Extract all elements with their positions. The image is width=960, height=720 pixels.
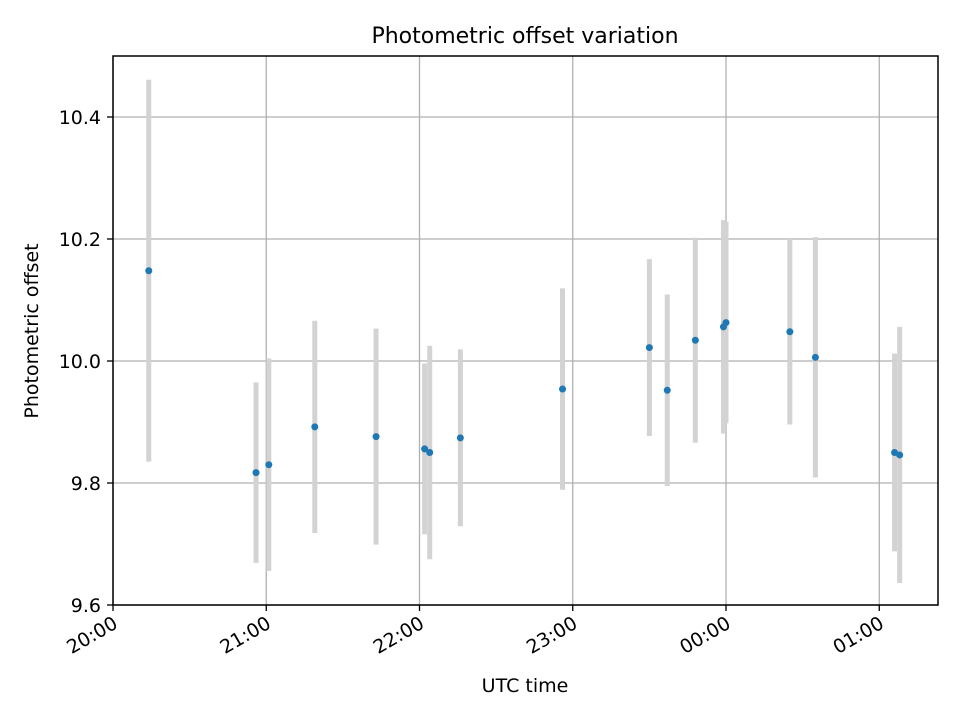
- y-axis-label: Photometric offset: [21, 243, 43, 418]
- data-points: [145, 267, 904, 477]
- data-point: [145, 267, 153, 275]
- data-point: [252, 469, 260, 477]
- data-point: [559, 385, 567, 393]
- data-point: [265, 461, 273, 469]
- data-point: [456, 434, 464, 442]
- data-point: [311, 423, 319, 431]
- x-axis-label: UTC time: [482, 675, 569, 697]
- y-tick-label: 10.2: [59, 229, 101, 251]
- data-point: [896, 451, 904, 459]
- data-point: [372, 433, 380, 441]
- data-point: [426, 449, 434, 456]
- plot-frame: [112, 55, 939, 606]
- data-point: [421, 445, 429, 453]
- grid: [112, 56, 938, 606]
- data-point: [786, 328, 794, 336]
- y-tick-label: 9.8: [71, 473, 101, 495]
- data-point: [691, 336, 699, 344]
- chart-title: Photometric offset variation: [371, 24, 678, 49]
- y-tick-label: 10.4: [59, 107, 101, 129]
- y-tick-label: 10.0: [59, 351, 101, 373]
- data-point: [663, 386, 671, 394]
- data-point: [645, 344, 653, 352]
- data-point: [722, 319, 730, 327]
- data-point: [811, 353, 819, 361]
- y-tick-label: 9.6: [71, 595, 101, 617]
